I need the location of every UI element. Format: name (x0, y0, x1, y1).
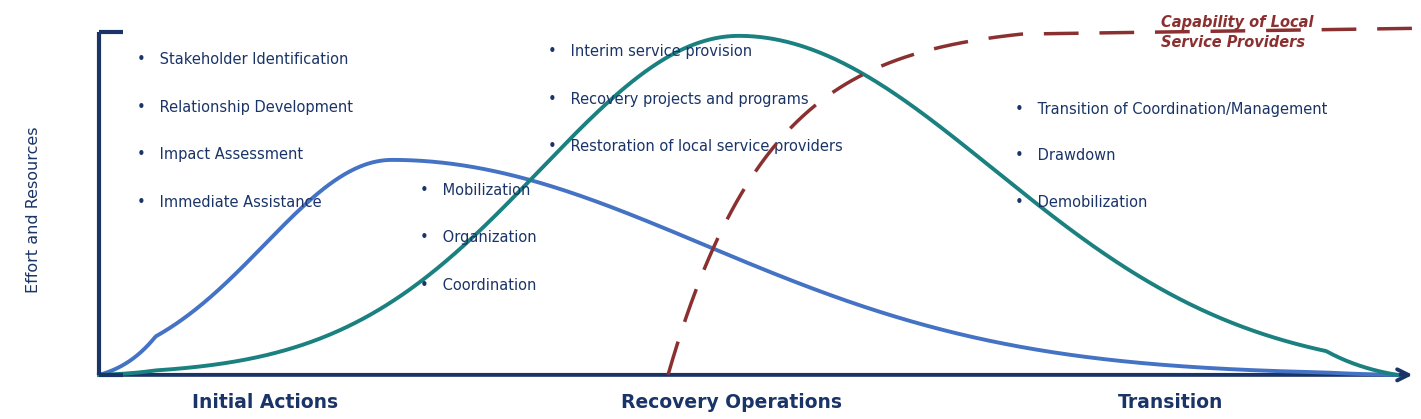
Text: Capability of Local
Service Providers: Capability of Local Service Providers (1161, 15, 1313, 50)
Text: Initial Actions: Initial Actions (192, 393, 338, 412)
Text: •   Interim service provision: • Interim service provision (547, 44, 752, 59)
Text: •   Recovery projects and programs: • Recovery projects and programs (547, 92, 809, 107)
Text: •   Stakeholder Identification: • Stakeholder Identification (138, 52, 348, 67)
Text: •   Transition of Coordination/Management: • Transition of Coordination/Management (1015, 102, 1327, 117)
Text: •   Mobilization: • Mobilization (421, 183, 530, 198)
Text: •   Coordination: • Coordination (421, 278, 537, 293)
Text: •   Restoration of local service providers: • Restoration of local service providers (547, 139, 843, 154)
Text: Effort and Resources: Effort and Resources (27, 126, 41, 293)
Text: •   Drawdown: • Drawdown (1015, 148, 1115, 163)
Text: Recovery Operations: Recovery Operations (621, 393, 843, 412)
Text: •   Relationship Development: • Relationship Development (138, 100, 354, 115)
Text: Transition: Transition (1118, 393, 1223, 412)
Text: •   Impact Assessment: • Impact Assessment (138, 147, 303, 163)
Text: •   Demobilization: • Demobilization (1015, 194, 1147, 210)
Text: •   Organization: • Organization (421, 230, 537, 245)
Text: •   Immediate Assistance: • Immediate Assistance (138, 195, 323, 210)
